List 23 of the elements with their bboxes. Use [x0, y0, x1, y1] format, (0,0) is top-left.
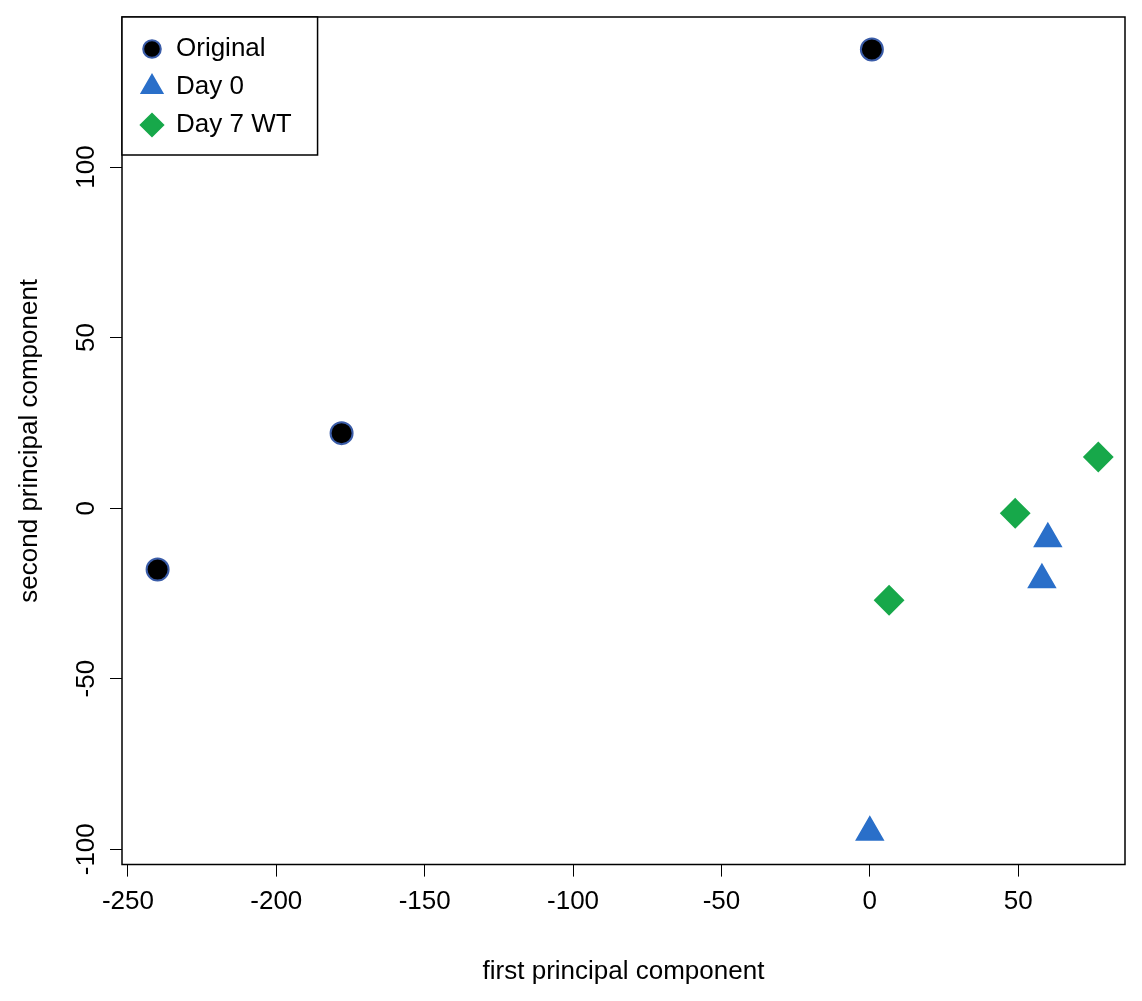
y-tick-label: -100	[70, 823, 101, 876]
x-tick-label: 50	[1003, 885, 1033, 916]
y-tick-label: -50	[70, 659, 101, 698]
x-tick-label: 0	[862, 885, 878, 916]
y-tick-label: 50	[70, 323, 101, 353]
legend-label: Day 7 WT	[176, 108, 292, 139]
x-tick-label: -250	[101, 885, 154, 916]
x-axis-title: first principal component	[482, 954, 766, 985]
y-axis-title: second principal component	[12, 278, 43, 603]
point	[1000, 498, 1031, 529]
point	[329, 421, 354, 446]
x-tick-label: -50	[702, 885, 741, 916]
x-tick-label: -200	[250, 885, 303, 916]
legend-label: Original	[176, 32, 266, 63]
point	[874, 585, 905, 616]
y-tick-label: 100	[70, 145, 101, 189]
point	[859, 37, 884, 62]
x-tick-label: -150	[398, 885, 451, 916]
legend-label: Day 0	[176, 70, 244, 101]
y-tick-label: 0	[70, 500, 101, 516]
point	[1083, 442, 1114, 472]
point	[145, 557, 170, 582]
x-tick-label: -100	[547, 885, 600, 916]
